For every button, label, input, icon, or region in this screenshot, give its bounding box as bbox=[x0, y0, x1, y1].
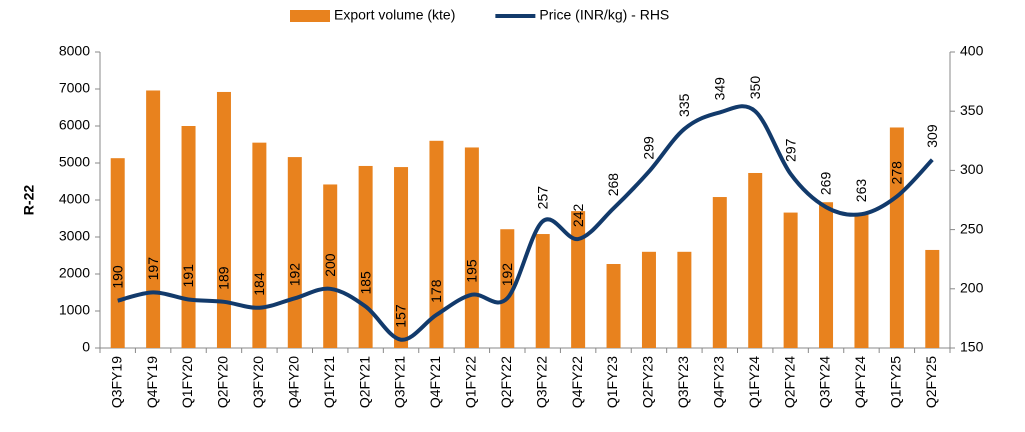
x-tick-label: Q4FY19 bbox=[144, 356, 160, 408]
bar bbox=[252, 142, 267, 348]
x-tick-label: Q2FY21 bbox=[356, 356, 372, 408]
bar bbox=[110, 158, 125, 348]
data-label: 350 bbox=[747, 76, 763, 100]
x-tick-label: Q3FY23 bbox=[675, 356, 691, 408]
x-tick-label: Q2FY22 bbox=[498, 356, 514, 408]
price-line bbox=[117, 104, 934, 342]
y2-tick-label: 200 bbox=[960, 280, 984, 296]
data-label: 269 bbox=[818, 172, 834, 196]
bar bbox=[712, 197, 727, 348]
bar bbox=[819, 202, 834, 348]
x-tick-label: Q2FY20 bbox=[215, 356, 231, 408]
x-tick-label: Q2FY23 bbox=[640, 356, 656, 408]
bar bbox=[783, 212, 798, 348]
data-label: 200 bbox=[322, 253, 338, 277]
data-label: 178 bbox=[428, 279, 444, 303]
y2-tick-label: 300 bbox=[960, 161, 984, 177]
data-label: 185 bbox=[357, 271, 373, 295]
bar bbox=[146, 90, 161, 348]
bar bbox=[677, 251, 692, 348]
bar bbox=[606, 264, 621, 348]
data-label: 191 bbox=[180, 264, 196, 288]
data-label: 242 bbox=[570, 203, 586, 227]
bar bbox=[748, 172, 763, 348]
bar bbox=[854, 213, 869, 348]
x-tick-label: Q1FY22 bbox=[463, 356, 479, 408]
bar bbox=[535, 234, 550, 348]
data-label: 190 bbox=[109, 265, 125, 289]
data-label: 192 bbox=[499, 263, 515, 287]
y-tick-label: 8000 bbox=[59, 43, 90, 59]
x-tick-label: Q4FY22 bbox=[569, 356, 585, 408]
x-tick-label: Q1FY20 bbox=[179, 356, 195, 408]
data-label: 297 bbox=[782, 138, 798, 162]
data-label: 184 bbox=[251, 272, 267, 296]
x-tick-label: Q3FY22 bbox=[533, 356, 549, 408]
y2-tick-label: 150 bbox=[960, 339, 984, 355]
y2-tick-label: 400 bbox=[960, 43, 984, 59]
bar bbox=[641, 251, 656, 348]
y-axis-label: R-22 bbox=[21, 185, 37, 216]
legend-label: Export volume (kte) bbox=[334, 7, 455, 23]
data-label: 189 bbox=[216, 266, 232, 290]
bar bbox=[358, 165, 373, 348]
data-label: 257 bbox=[534, 186, 550, 210]
y2-tick-label: 250 bbox=[960, 220, 984, 236]
bar bbox=[571, 211, 586, 348]
y-tick-label: 5000 bbox=[59, 154, 90, 170]
x-tick-label: Q3FY19 bbox=[108, 356, 124, 408]
x-tick-label: Q2FY24 bbox=[781, 356, 797, 408]
y-tick-label: 1000 bbox=[59, 302, 90, 318]
y-tick-label: 4000 bbox=[59, 191, 90, 207]
data-label: 157 bbox=[393, 304, 409, 328]
x-tick-label: Q4FY23 bbox=[710, 356, 726, 408]
data-label: 195 bbox=[464, 259, 480, 283]
data-label: 349 bbox=[711, 77, 727, 101]
y2-tick-label: 350 bbox=[960, 102, 984, 118]
data-label: 309 bbox=[924, 124, 940, 148]
bar bbox=[889, 127, 904, 348]
bar bbox=[464, 147, 479, 348]
bar bbox=[216, 91, 231, 349]
x-tick-label: Q3FY20 bbox=[250, 356, 266, 408]
y-tick-label: 6000 bbox=[59, 117, 90, 133]
data-label: 192 bbox=[286, 263, 302, 287]
bar bbox=[925, 249, 940, 348]
x-tick-label: Q4FY21 bbox=[427, 356, 443, 408]
x-tick-label: Q3FY24 bbox=[817, 356, 833, 408]
x-tick-label: Q1FY23 bbox=[604, 356, 620, 408]
data-label: 268 bbox=[605, 173, 621, 197]
x-tick-label: Q1FY25 bbox=[888, 356, 904, 408]
y-tick-label: 3000 bbox=[59, 228, 90, 244]
data-label: 197 bbox=[145, 257, 161, 281]
bar bbox=[323, 184, 338, 348]
bar bbox=[500, 229, 515, 348]
x-tick-label: Q1FY21 bbox=[321, 356, 337, 408]
data-label: 299 bbox=[641, 136, 657, 160]
y-tick-label: 0 bbox=[82, 339, 90, 355]
bar bbox=[429, 140, 444, 348]
data-label: 278 bbox=[889, 161, 905, 185]
y-tick-label: 2000 bbox=[59, 265, 90, 281]
data-label: 263 bbox=[853, 179, 869, 203]
legend-label: Price (INR/kg) - RHS bbox=[539, 7, 669, 23]
bar bbox=[287, 157, 302, 348]
bar bbox=[394, 167, 409, 348]
x-tick-label: Q3FY21 bbox=[392, 356, 408, 408]
data-label: 335 bbox=[676, 93, 692, 117]
x-tick-label: Q4FY20 bbox=[285, 356, 301, 408]
y-tick-label: 7000 bbox=[59, 80, 90, 96]
legend-swatch bbox=[290, 10, 330, 22]
x-tick-label: Q4FY24 bbox=[852, 356, 868, 408]
bar bbox=[181, 126, 196, 348]
x-tick-label: Q1FY24 bbox=[746, 356, 762, 408]
x-tick-label: Q2FY25 bbox=[923, 356, 939, 408]
